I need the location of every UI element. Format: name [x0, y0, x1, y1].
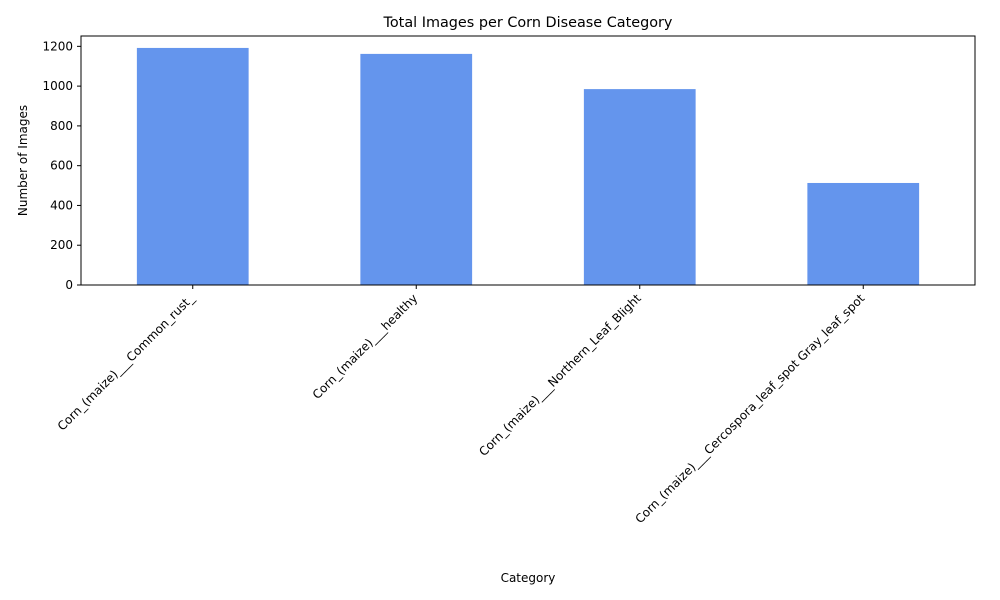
y-tick-label-6: 1200 — [42, 39, 73, 53]
y-axis-ticks: 0 200 400 600 800 1000 1200 — [42, 39, 81, 292]
x-axis-ticks: Corn_(maize)___Common_rust_ Corn_(maize)_… — [55, 285, 868, 526]
x-tick-label-0: Corn_(maize)___Common_rust_ — [55, 291, 198, 434]
y-tick-label-3: 600 — [50, 159, 73, 173]
chart-title: Total Images per Corn Disease Category — [383, 15, 673, 31]
bar-1 — [360, 53, 473, 286]
bars-group — [136, 47, 920, 286]
y-axis-label: Number of Images — [16, 105, 30, 216]
bar-2 — [583, 89, 696, 285]
plot-frame — [80, 35, 976, 286]
x-tick-label-3: Corn_(maize)___Cercospora_leaf_spot Gray… — [632, 291, 867, 526]
x-axis-label: Category — [501, 571, 556, 585]
y-tick-label-0: 0 — [65, 278, 73, 292]
bar-3 — [807, 182, 920, 285]
x-tick-label-2: Corn_(maize)___Northern_Leaf_Blight — [476, 291, 644, 459]
y-tick-label-2: 400 — [50, 198, 73, 212]
y-tick-label-4: 800 — [50, 119, 73, 133]
bar-0 — [136, 47, 249, 285]
y-tick-label-5: 1000 — [42, 79, 73, 93]
x-tick-label-1: Corn_(maize)___healthy — [310, 291, 421, 402]
y-tick-label-1: 200 — [50, 238, 73, 252]
